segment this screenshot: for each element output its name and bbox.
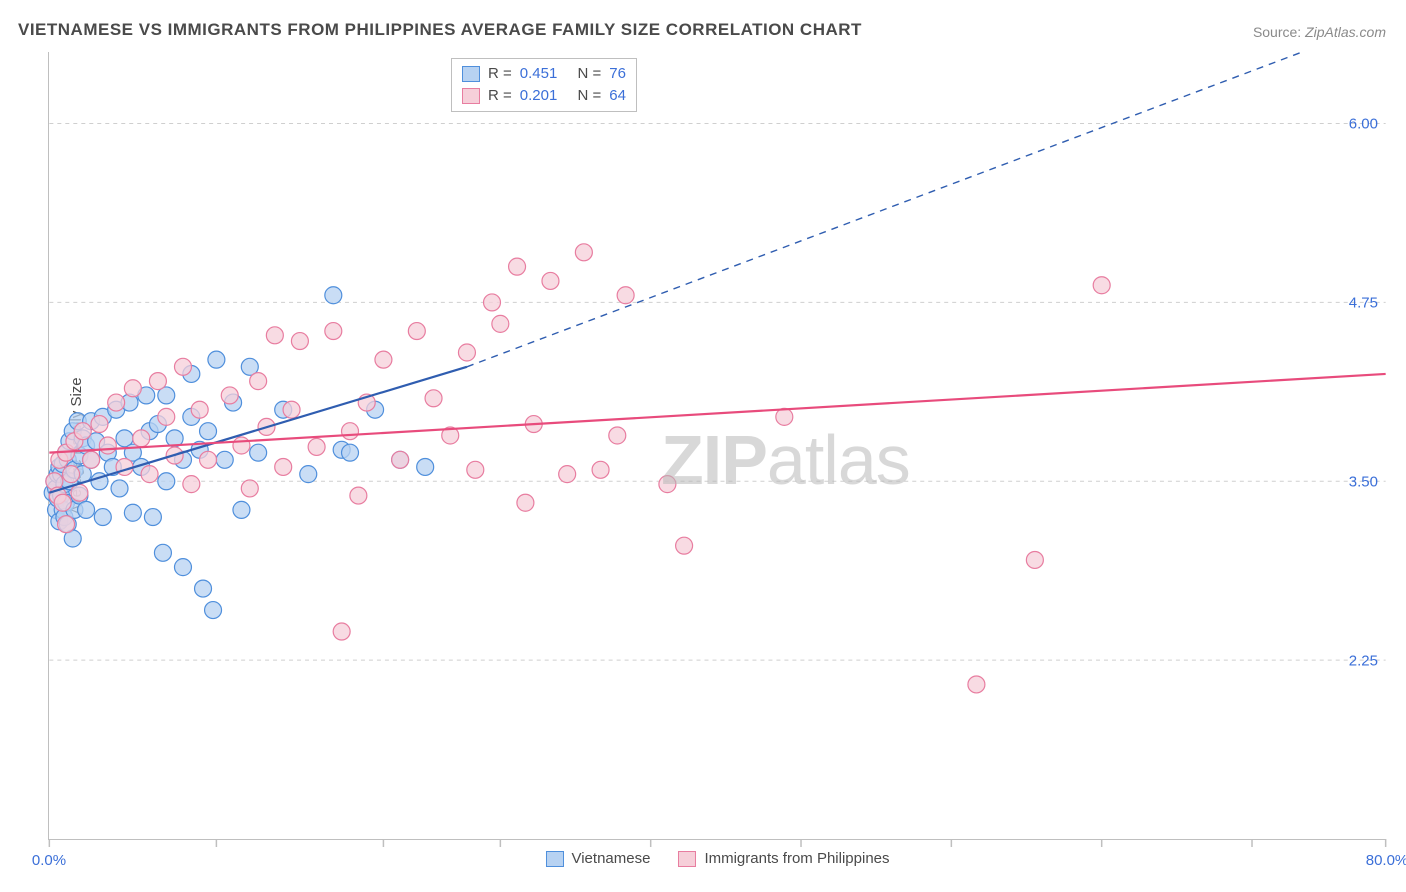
chart-title: VIETNAMESE VS IMMIGRANTS FROM PHILIPPINE… xyxy=(18,20,862,40)
corr-row-2: R = 0.201 N = 64 xyxy=(462,85,626,107)
y-tick-label: 2.25 xyxy=(1349,652,1378,669)
y-tick-label: 3.50 xyxy=(1349,473,1378,490)
r-value-2: 0.201 xyxy=(520,85,558,107)
legend-item-1: Vietnamese xyxy=(545,850,650,867)
source-value: ZipAtlas.com xyxy=(1305,24,1386,40)
legend-label-2: Immigrants from Philippines xyxy=(704,850,889,867)
source-attribution: Source: ZipAtlas.com xyxy=(1253,24,1386,40)
plot-svg xyxy=(49,52,1386,839)
y-tick-label: 4.75 xyxy=(1349,294,1378,311)
r-prefix-1: R = xyxy=(488,63,512,85)
x-tick-label: 80.0% xyxy=(1366,852,1406,869)
r-prefix-2: R = xyxy=(488,85,512,107)
legend-swatch-1 xyxy=(545,851,563,867)
x-tick-label: 0.0% xyxy=(32,852,66,869)
n-value-2: 64 xyxy=(609,85,626,107)
swatch-series-1 xyxy=(462,66,480,82)
correlation-legend: R = 0.451 N = 76 R = 0.201 N = 64 xyxy=(451,58,637,112)
series-legend: Vietnamese Immigrants from Philippines xyxy=(545,850,889,867)
swatch-series-2 xyxy=(462,88,480,104)
legend-swatch-2 xyxy=(678,851,696,867)
legend-label-1: Vietnamese xyxy=(571,850,650,867)
n-value-1: 76 xyxy=(609,63,626,85)
n-prefix-1: N = xyxy=(577,63,601,85)
n-prefix-2: N = xyxy=(577,85,601,107)
corr-row-1: R = 0.451 N = 76 xyxy=(462,63,626,85)
y-tick-label: 6.00 xyxy=(1349,115,1378,132)
source-label: Source: xyxy=(1253,24,1301,40)
plot-area: R = 0.451 N = 76 R = 0.201 N = 64 ZIPatl… xyxy=(48,52,1386,840)
legend-item-2: Immigrants from Philippines xyxy=(678,850,889,867)
r-value-1: 0.451 xyxy=(520,63,558,85)
